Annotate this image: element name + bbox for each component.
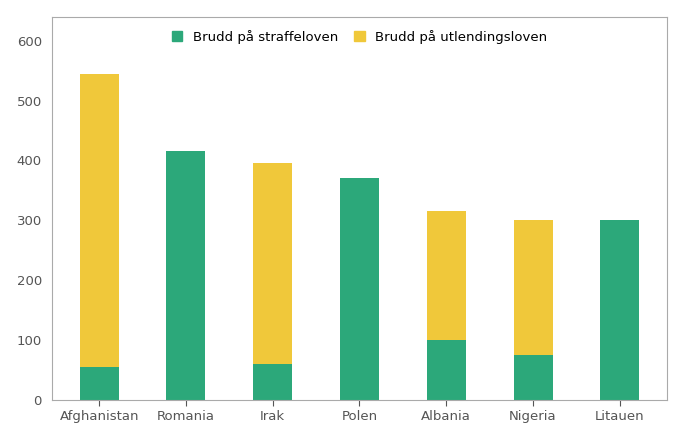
Bar (427, 340, 466, 400)
Legend: Brudd på straffeloven, Brudd på utlendingsloven: Brudd på straffeloven, Brudd på utlendin… (165, 23, 554, 51)
Bar (79, 367, 119, 400)
Bar (253, 364, 292, 400)
Bar (427, 211, 466, 340)
Bar (601, 220, 640, 400)
Bar (514, 355, 553, 400)
Bar (79, 73, 119, 367)
Bar (514, 220, 553, 355)
Bar (166, 151, 205, 400)
Bar (340, 178, 379, 400)
Bar (253, 163, 292, 364)
